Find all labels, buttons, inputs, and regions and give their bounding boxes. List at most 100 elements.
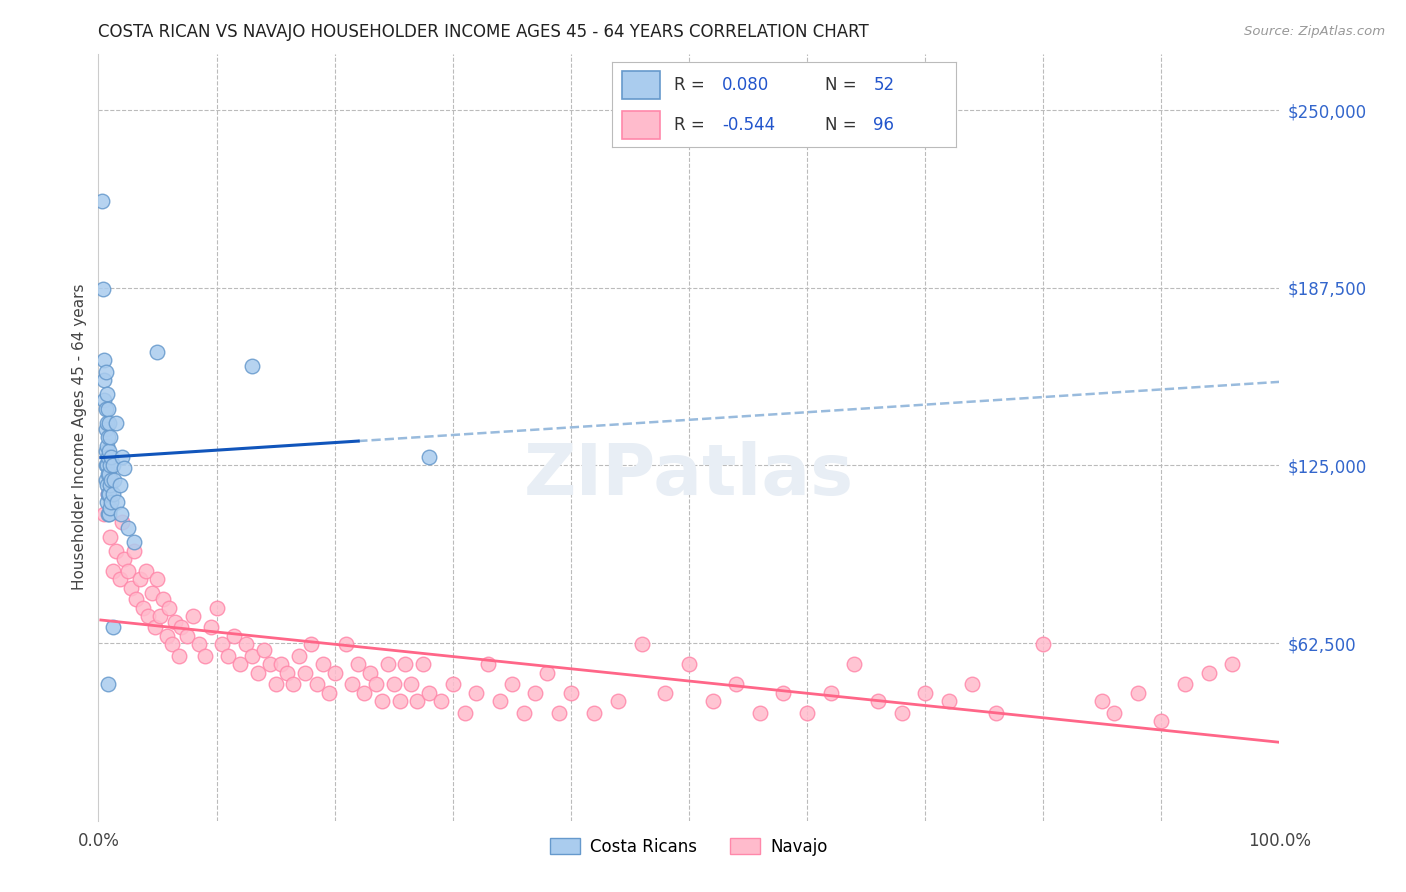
Point: [406, 694, 429, 708]
Point: [105, 495, 128, 509]
Point: [1174, 677, 1197, 691]
Point: [97, 487, 120, 501]
Point: [91, 194, 114, 209]
Point: [97, 487, 120, 501]
Point: [347, 657, 370, 672]
Point: [323, 665, 346, 680]
Point: [122, 535, 145, 549]
Point: [97, 507, 120, 521]
Point: [890, 706, 912, 720]
Point: [97, 450, 120, 464]
Point: [1126, 686, 1149, 700]
Point: [276, 665, 298, 680]
Point: [156, 629, 179, 643]
Point: [536, 665, 558, 680]
Point: [725, 677, 748, 691]
Point: [101, 487, 124, 501]
Point: [98, 458, 121, 473]
Point: [98, 529, 121, 543]
Point: [98, 478, 121, 492]
Point: [96, 439, 118, 453]
Point: [430, 694, 453, 708]
Point: [335, 638, 357, 652]
Point: [607, 694, 630, 708]
Point: [94, 365, 117, 379]
Point: [229, 657, 252, 672]
Point: [93, 507, 115, 521]
Point: [93, 393, 115, 408]
Point: [962, 677, 984, 691]
Point: [866, 694, 889, 708]
Point: [583, 706, 606, 720]
Point: [100, 473, 122, 487]
Point: [1102, 706, 1125, 720]
Text: 96: 96: [873, 116, 894, 134]
Point: [246, 665, 269, 680]
Point: [97, 401, 120, 416]
Point: [97, 677, 120, 691]
Point: [97, 467, 120, 481]
Point: [149, 609, 172, 624]
Point: [97, 430, 120, 444]
Point: [318, 686, 340, 700]
Point: [548, 706, 571, 720]
Point: [121, 581, 143, 595]
Point: [796, 706, 818, 720]
Point: [94, 458, 117, 473]
Point: [772, 686, 794, 700]
Point: [108, 478, 131, 492]
Text: 0.080: 0.080: [721, 77, 769, 95]
Point: [560, 686, 582, 700]
FancyBboxPatch shape: [621, 111, 659, 139]
Point: [117, 564, 139, 578]
Point: [371, 694, 394, 708]
Point: [181, 609, 204, 624]
Point: [170, 620, 193, 634]
Point: [146, 344, 169, 359]
Point: [270, 657, 292, 672]
Point: [194, 648, 217, 663]
Text: Source: ZipAtlas.com: Source: ZipAtlas.com: [1244, 25, 1385, 38]
Point: [453, 706, 475, 720]
Point: [299, 638, 322, 652]
Point: [364, 677, 387, 691]
Text: R =: R =: [673, 77, 704, 95]
Point: [94, 421, 117, 435]
Point: [125, 592, 148, 607]
Point: [678, 657, 700, 672]
Point: [630, 638, 652, 652]
Point: [240, 359, 263, 373]
Point: [146, 572, 169, 586]
Point: [105, 543, 128, 558]
Point: [93, 373, 115, 387]
Point: [288, 648, 311, 663]
Point: [217, 648, 239, 663]
Point: [224, 629, 246, 643]
Text: ZIPatlas: ZIPatlas: [524, 441, 853, 510]
Point: [101, 458, 124, 473]
Point: [489, 694, 512, 708]
Point: [101, 564, 124, 578]
Text: 52: 52: [873, 77, 894, 95]
Point: [501, 677, 523, 691]
Point: [388, 694, 411, 708]
Point: [96, 416, 118, 430]
Point: [264, 677, 287, 691]
Point: [914, 686, 936, 700]
Point: [412, 657, 434, 672]
Point: [235, 638, 257, 652]
Point: [1150, 714, 1173, 729]
Text: N =: N =: [825, 77, 856, 95]
Point: [418, 450, 440, 464]
Point: [1198, 665, 1220, 680]
Point: [152, 592, 174, 607]
Point: [117, 521, 139, 535]
Point: [1091, 694, 1114, 708]
Point: [94, 444, 117, 458]
Point: [377, 657, 399, 672]
Point: [984, 706, 1007, 720]
Point: [96, 478, 118, 492]
Point: [160, 638, 183, 652]
Point: [96, 458, 118, 473]
Text: COSTA RICAN VS NAVAJO HOUSEHOLDER INCOME AGES 45 - 64 YEARS CORRELATION CHART: COSTA RICAN VS NAVAJO HOUSEHOLDER INCOME…: [98, 23, 869, 41]
